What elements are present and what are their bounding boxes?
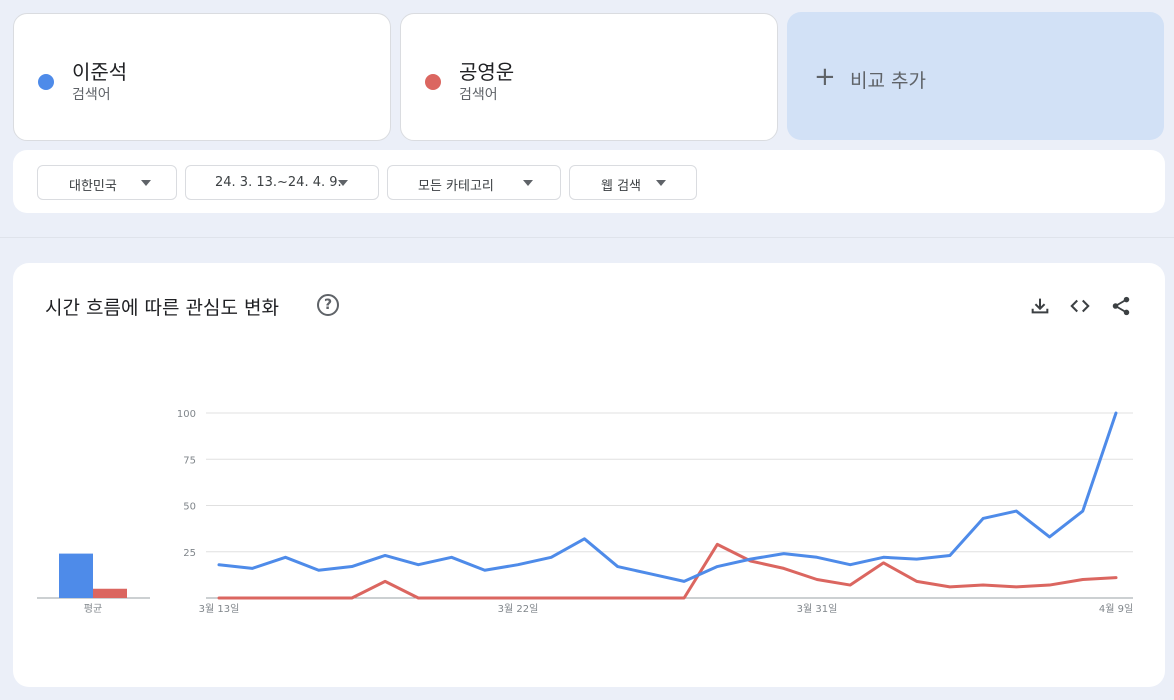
term-name[interactable]: 공영운 [459,60,515,84]
help-icon[interactable]: ? [317,294,339,316]
filter-bar: 대한민국 24. 3. 13.~24. 4. 9. 모든 카테고리 웹 검색 [13,150,1165,213]
chart-title: 시간 흐름에 따른 관심도 변화 [45,297,279,319]
average-label: 평균 [84,603,102,615]
term-type: 검색어 [72,87,111,103]
date-range-label: 24. 3. 13.~24. 4. 9. [215,175,342,190]
download-icon[interactable] [1029,295,1051,317]
x-tick-label: 3월 22일 [498,603,539,615]
caret-down-icon [523,180,533,186]
y-tick-label: 75 [183,455,196,466]
date-range-dropdown[interactable]: 24. 3. 13.~24. 4. 9. [185,165,379,200]
plus-icon: + [814,62,836,92]
term-color-dot [38,74,54,90]
x-tick-label: 4월 9일 [1099,603,1133,615]
caret-down-icon [141,180,151,186]
line-chart: 25 50 75 100 3월 13일 3월 22일 3월 31일 4월 9일 평균 [37,409,1133,615]
y-tick-label: 50 [183,502,196,513]
y-tick-label: 25 [183,548,196,559]
section-divider [0,237,1174,238]
term-name[interactable]: 이준석 [72,60,128,84]
x-tick-label: 3월 31일 [797,603,838,615]
y-tick-label: 100 [177,409,196,420]
add-compare-label: 비교 추가 [850,70,926,92]
x-tick-label: 3월 13일 [199,603,240,615]
search-type-dropdown[interactable]: 웹 검색 [569,165,697,200]
region-dropdown[interactable]: 대한민국 [37,165,177,200]
term-type: 검색어 [459,87,498,103]
term-card-2[interactable]: 공영운 검색어 [400,13,778,141]
search-type-label: 웹 검색 [601,179,642,194]
average-bar-이준석 [59,553,93,598]
term-color-dot [425,74,441,90]
series-line-공영운 [217,542,1118,600]
category-label: 모든 카테고리 [418,179,494,194]
interest-over-time-card: 시간 흐름에 따른 관심도 변화 ? 25 50 75 100 3월 13일 3월 22일… [13,263,1165,687]
caret-down-icon [656,180,666,186]
share-icon[interactable] [1110,295,1132,317]
series-line-이준석 [217,411,1118,583]
add-compare-button[interactable]: + 비교 추가 [787,12,1164,140]
embed-code-icon[interactable] [1069,295,1091,317]
region-label: 대한민국 [69,179,117,194]
category-dropdown[interactable]: 모든 카테고리 [387,165,561,200]
caret-down-icon [338,180,348,186]
average-bar-공영운 [93,588,127,598]
term-card-1[interactable]: 이준석 검색어 [13,13,391,141]
